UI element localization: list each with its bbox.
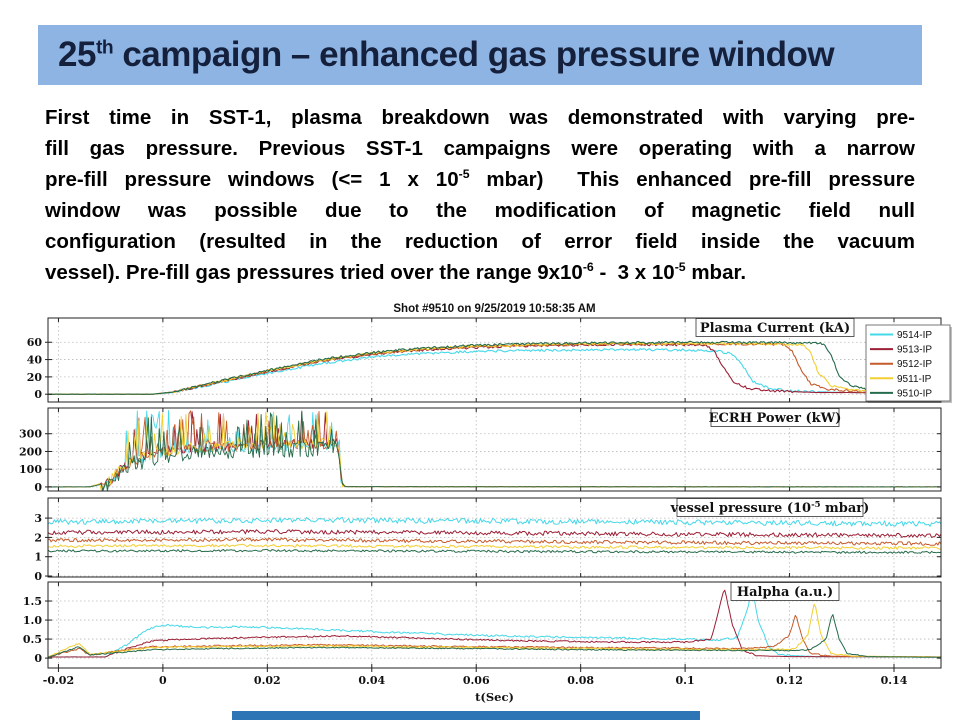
xtick-label: 0.08	[567, 674, 594, 687]
xtick-label: -0.02	[43, 674, 74, 687]
ytick-label: 1	[34, 551, 42, 564]
panel-label: vessel pressure (10-5 mbar)	[670, 500, 870, 516]
ytick-label: 0	[34, 570, 42, 583]
chart-legend: 9514-IP 9513-IP 9512-IP 9511-IP 9510-IP	[865, 324, 952, 403]
x-axis-label: t(Sec)	[475, 690, 514, 704]
legend-label: 9510-IP	[897, 388, 932, 399]
body-line: configuration (resulted in the reduction…	[45, 230, 915, 253]
chart-title: Shot #9510 on 9/25/2019 10:58:35 AM	[393, 303, 595, 315]
body-line: fill gas pressure. Previous SST-1 campai…	[45, 137, 915, 160]
panel-2: 0 1 2 3 vessel pressure (10-5 mbar)	[34, 497, 942, 583]
ytick-label: 200	[19, 445, 42, 458]
panel-label-box	[676, 498, 864, 517]
xtick-label: 0.14	[881, 674, 908, 687]
ytick-label: 2	[34, 531, 42, 544]
panel-label: Plasma Current (kA)	[700, 321, 850, 336]
panel-label-box	[730, 582, 840, 601]
trace-9510-IP	[48, 614, 941, 658]
trace-9513-IP	[48, 589, 941, 658]
panel-label: ECRH Power (kW)	[709, 411, 842, 426]
trace-9510-IP	[48, 410, 941, 491]
legend-label: 9514-IP	[897, 330, 932, 341]
legend-label: 9513-IP	[897, 345, 932, 356]
xtick-label: 0.04	[358, 674, 385, 687]
trace-9514-IP	[48, 590, 941, 658]
series-group	[48, 409, 941, 491]
trace-9514-IP	[48, 348, 941, 395]
ytick-label: 3	[34, 512, 42, 525]
trace-9510-IP	[48, 548, 941, 554]
panel-1: 0 100 200 300 ECRH Power (kW)	[19, 407, 942, 494]
xtick-label: 0.06	[463, 674, 490, 687]
ytick-label: 40	[27, 354, 43, 367]
legend-label: 9512-IP	[897, 359, 932, 370]
panel-frame	[47, 581, 942, 669]
trace-9511-IP	[48, 543, 941, 550]
body-line: window was possible due to the modificat…	[45, 199, 915, 222]
ytick-label: 0	[34, 652, 42, 665]
body-line: First time in SST-1, plasma breakdown wa…	[45, 106, 915, 129]
body-line: vessel). Pre-fill gas pressures tried ov…	[45, 260, 747, 284]
ytick-label: 1.5	[23, 595, 42, 608]
ytick-label: 1.0	[23, 614, 42, 627]
series-group	[48, 517, 941, 554]
panel-label-box	[695, 318, 855, 337]
panel-frame	[47, 407, 942, 492]
xtick-label: 0.12	[776, 674, 803, 687]
ytick-label: 0.5	[23, 633, 42, 646]
trace-9512-IP	[48, 342, 941, 395]
xtick-label: 0.1	[676, 674, 695, 687]
ytick-label: 20	[27, 371, 43, 384]
trace-9514-IP	[48, 517, 941, 527]
bottom-blue-bar	[232, 711, 700, 720]
trace-9513-IP	[48, 529, 941, 538]
panel-0: 0 20 40 60 Plasma Current (kA) 9514-IP 9513-IP…	[27, 317, 952, 403]
title-bar: 25th campaign – enhanced gas pressure wi…	[38, 25, 922, 85]
ytick-label: 100	[19, 463, 42, 476]
trace-9511-IP	[48, 341, 941, 395]
trace-9510-IP	[48, 340, 941, 395]
panel-label: Halpha (a.u.)	[737, 585, 833, 600]
panel-label-box	[710, 408, 840, 427]
trace-9512-IP	[48, 614, 941, 658]
ytick-label: 60	[27, 336, 43, 349]
body-paragraph: First time in SST-1, plasma breakdown wa…	[45, 102, 915, 288]
panel-3: 0 0.5 1.0 1.5 Halpha (a.u.)	[23, 581, 942, 672]
ytick-label: 300	[19, 428, 42, 441]
ytick-label: 0	[34, 388, 42, 401]
xtick-label: 0	[159, 674, 167, 687]
ytick-label: 0	[34, 481, 42, 494]
xtick-label: 0.02	[254, 674, 281, 687]
legend-label: 9511-IP	[897, 374, 932, 385]
body-line: pre-fill pressure windows (<= 1 x 10-5 m…	[45, 167, 915, 191]
slide-title: 25th campaign – enhanced gas pressure wi…	[58, 35, 835, 74]
series-group	[48, 340, 941, 395]
trace-9512-IP	[48, 537, 941, 546]
series-group	[48, 589, 941, 658]
